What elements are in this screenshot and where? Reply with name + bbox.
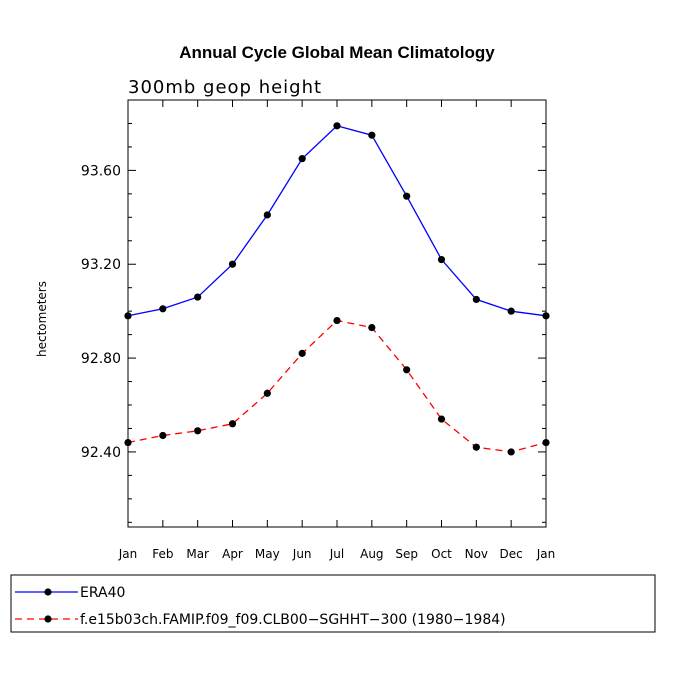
series-1-point	[333, 122, 341, 130]
series-line-2	[127, 319, 547, 453]
series-2-point	[507, 448, 515, 456]
series-2-point	[194, 427, 202, 435]
series-1-point	[472, 295, 480, 304]
series-1-point	[159, 305, 167, 313]
axis-ticks: Jan Feb Mar Apr May Jun Jul Aug Sep Oct Nov Dec Jan 9…	[81, 100, 555, 561]
series-1-point	[194, 293, 202, 301]
x-tick-label: Apr	[222, 547, 243, 561]
y-tick-label: 92.80	[81, 351, 121, 367]
series-1-point	[263, 211, 271, 219]
y-tick-label: 93.20	[81, 257, 121, 273]
series-2-point	[403, 366, 411, 374]
x-tick-label: Sep	[395, 547, 418, 561]
series-1-point	[403, 192, 411, 200]
x-tick-label: Oct	[431, 547, 452, 561]
x-tick-label: Jul	[329, 547, 344, 561]
legend-label-1: ERA40	[80, 585, 125, 601]
series-2-point	[437, 415, 446, 423]
series-1-point	[507, 307, 515, 315]
legend-label-2: f.e15b03ch.FAMIP.f09_f09.CLB00−SGHHT−300…	[80, 612, 506, 628]
y-tick-label: 92.40	[81, 445, 121, 461]
series-layer	[124, 122, 550, 456]
series-2-point	[159, 431, 167, 440]
legend-entries: ERA40 f.e15b03ch.FAMIP.f09_f09.CLB00−SGHH…	[15, 585, 506, 628]
y-axis-label: hectometers	[35, 281, 49, 357]
legend-marker-1	[44, 588, 52, 596]
x-tick-label: Mar	[186, 547, 209, 561]
x-tick-label: May	[255, 547, 280, 561]
legend: ERA40 f.e15b03ch.FAMIP.f09_f09.CLB00−SGHH…	[10, 574, 656, 633]
series-1-point	[298, 155, 306, 163]
x-tick-label: Dec	[500, 547, 523, 561]
series-2-point	[228, 420, 237, 428]
plot-frame	[127, 99, 547, 528]
x-tick-label: Feb	[152, 547, 173, 561]
chart-title: Annual Cycle Global Mean Climatology	[179, 43, 495, 62]
y-tick-label: 93.60	[81, 163, 121, 179]
series-2-point	[263, 389, 271, 397]
legend-frame	[10, 574, 656, 633]
series-1-point	[228, 260, 237, 268]
series-1-point	[437, 255, 446, 264]
x-tick-label: Jun	[292, 547, 312, 561]
x-tick-label: Jan	[536, 547, 556, 561]
series-line-1	[127, 125, 547, 317]
chart-subtitle: 300mb geop height	[128, 77, 322, 98]
series-2-point	[298, 349, 306, 357]
series-1-point	[368, 131, 376, 139]
x-tick-label: Aug	[360, 547, 383, 561]
x-tick-label: Jan	[118, 547, 138, 561]
series-2-point	[472, 443, 480, 451]
series-2-point	[368, 323, 376, 332]
series-2-point	[333, 316, 341, 325]
x-tick-label: Nov	[465, 547, 488, 561]
legend-marker-2	[44, 615, 52, 623]
